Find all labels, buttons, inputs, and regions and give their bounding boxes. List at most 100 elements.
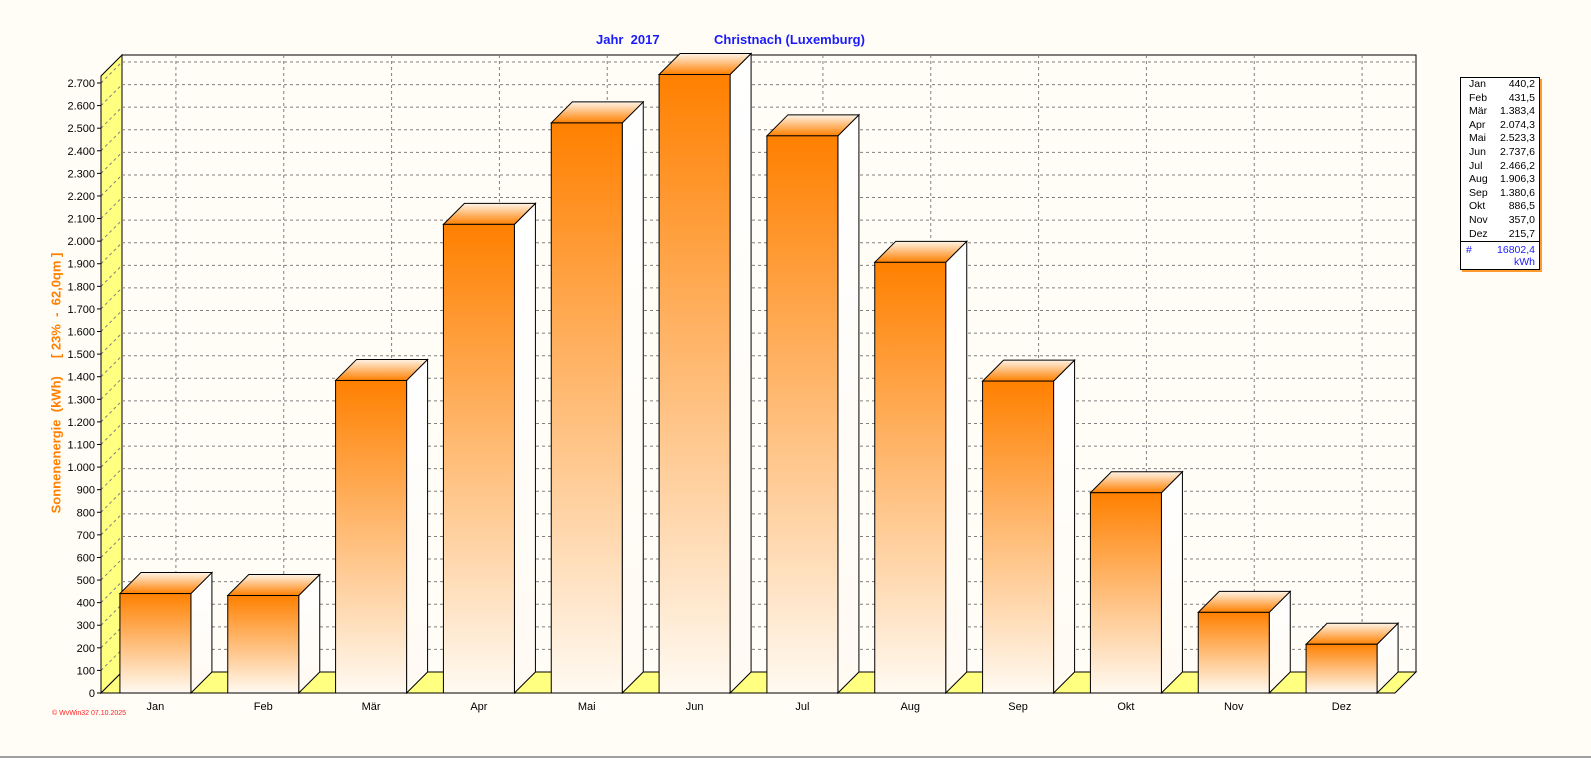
bar-front	[335, 379, 408, 694]
bar	[550, 100, 645, 695]
grid-line	[100, 152, 123, 174]
legend-value: 886,5	[1508, 200, 1535, 213]
bar-side	[945, 240, 968, 695]
x-tick-label: Sep	[1008, 701, 1028, 713]
grid-line	[100, 468, 123, 491]
grid-line	[100, 355, 123, 378]
grid-line	[100, 558, 123, 581]
legend-row: Mär 1.383,4	[1461, 105, 1539, 119]
y-tick-label: 100	[77, 665, 95, 677]
y-tick-label: 1.100	[67, 439, 95, 451]
bar-side	[406, 358, 429, 695]
axis-layer: 0 100 200 300 400 500 600 700 800 900 1.000 1.100 1.…	[67, 76, 1395, 700]
legend-value: 2.074,3	[1499, 118, 1535, 131]
legend-row: Jun 2.737,6	[1461, 146, 1539, 160]
bar-side	[729, 52, 752, 695]
legend-row: Jan 440,2	[1461, 78, 1539, 92]
grid-line	[100, 174, 123, 197]
bar-front	[227, 595, 300, 694]
bar	[442, 202, 537, 695]
bar-front	[874, 261, 947, 694]
grid-line	[100, 649, 123, 671]
bar	[118, 571, 214, 695]
legend-value: 2.466,2	[1499, 159, 1535, 172]
y-tick-label: 1.600	[67, 327, 95, 339]
y-tick-label: 2.600	[67, 101, 95, 113]
grid-line	[100, 287, 123, 310]
legend-total-value: 16802,4	[1497, 244, 1535, 257]
x-tick-label: Nov	[1224, 701, 1244, 713]
bar-front	[1089, 492, 1162, 694]
legend-total-unit: kWh	[1514, 256, 1535, 269]
y-tick-label: 1.500	[67, 349, 95, 361]
bar	[765, 113, 861, 695]
grid-line	[100, 536, 123, 558]
y-tick-label: 1.800	[67, 281, 95, 293]
legend-row: Sep 1.380,6	[1461, 187, 1539, 201]
grid-line	[100, 445, 123, 468]
grid-line	[100, 513, 123, 536]
bar-front	[1197, 611, 1270, 694]
y-tick-label: 1.200	[67, 417, 95, 429]
legend-month: Feb	[1469, 91, 1488, 104]
y-tick-label: 1.700	[67, 304, 95, 316]
legend-total-symbol: #	[1466, 244, 1472, 257]
legend-month: Mär	[1469, 105, 1488, 118]
bar	[873, 240, 968, 695]
x-tick-label: Mai	[578, 701, 596, 713]
y-tick-label: 2.700	[67, 78, 95, 90]
legend-value: 1.383,4	[1499, 105, 1535, 118]
x-tick-label: Dez	[1332, 701, 1352, 713]
grid-line	[100, 219, 123, 242]
y-tick-label: 1.900	[67, 259, 95, 271]
legend-month: Aug	[1469, 173, 1488, 186]
y-tick-label: 2.200	[67, 191, 95, 203]
y-tick-label: 600	[77, 552, 95, 564]
legend-month: Sep	[1469, 186, 1488, 199]
y-tick-label: 2.000	[67, 236, 95, 248]
grid-line	[100, 423, 123, 445]
legend-row: Jul 2.466,2	[1461, 160, 1539, 174]
grid-line	[100, 197, 123, 219]
legend-value: 1.906,3	[1499, 173, 1535, 186]
bar	[334, 358, 429, 695]
legend-value: 215,7	[1508, 227, 1535, 240]
bar	[657, 52, 753, 695]
legend-value: 440,2	[1508, 78, 1535, 90]
bars-layer	[118, 52, 1400, 695]
grid-line	[100, 310, 123, 332]
bar-side	[513, 202, 536, 695]
y-tick-label: 1.300	[67, 394, 95, 406]
y-tick-label: 400	[77, 598, 95, 610]
legend-row: Apr 2.074,3	[1461, 119, 1539, 133]
y-tick-label: 200	[77, 643, 95, 655]
legend-month: Jul	[1469, 159, 1483, 172]
legend-month: Nov	[1469, 213, 1488, 226]
bar	[1089, 470, 1184, 695]
legend-row: Nov 357,0	[1461, 214, 1539, 228]
legend-month: Jan	[1469, 78, 1486, 90]
y-tick-label: 1.400	[67, 372, 95, 384]
legend-month: Dez	[1469, 227, 1488, 240]
y-axis-label: Sonnenenergie (kWh) [ 23% - 62,0qm ]	[48, 252, 64, 514]
grid-line	[100, 400, 123, 423]
bar-side	[837, 113, 860, 695]
legend-value: 431,5	[1508, 91, 1535, 104]
grid-line	[100, 581, 123, 603]
y-tick-label: 900	[77, 485, 95, 497]
grid-line	[100, 106, 123, 129]
legend-value: 2.523,3	[1499, 132, 1535, 145]
x-tick-label: Feb	[254, 701, 273, 713]
legend-row: Feb 431,5	[1461, 92, 1539, 106]
bar-side	[1160, 470, 1183, 695]
legend-row: Dez 215,7	[1461, 228, 1539, 242]
chart-title-location: Christnach (Luxemburg)	[714, 32, 865, 47]
bar-front	[658, 74, 731, 694]
y-tick-label: 1.000	[67, 462, 95, 474]
legend-row: Aug 1.906,3	[1461, 173, 1539, 187]
legend-value: 2.737,6	[1499, 145, 1535, 158]
legend-row: Mai 2.523,3	[1461, 132, 1539, 146]
y-tick-label: 2.500	[67, 123, 95, 135]
bar-front	[1305, 643, 1378, 694]
x-tick-label: Jan	[147, 701, 165, 713]
